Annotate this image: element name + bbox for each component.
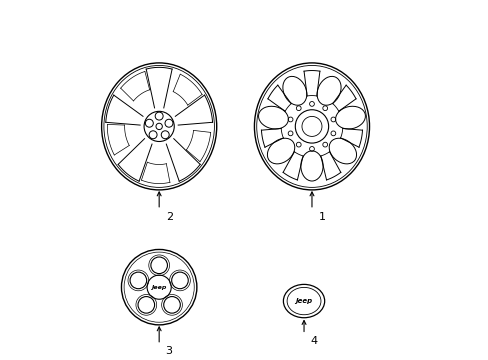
Text: 2: 2: [166, 212, 173, 222]
Text: 1: 1: [319, 212, 325, 222]
Text: 4: 4: [309, 336, 316, 346]
Text: Jeep: Jeep: [151, 285, 166, 290]
Text: Jeep: Jeep: [295, 298, 312, 304]
Text: 3: 3: [165, 346, 172, 356]
